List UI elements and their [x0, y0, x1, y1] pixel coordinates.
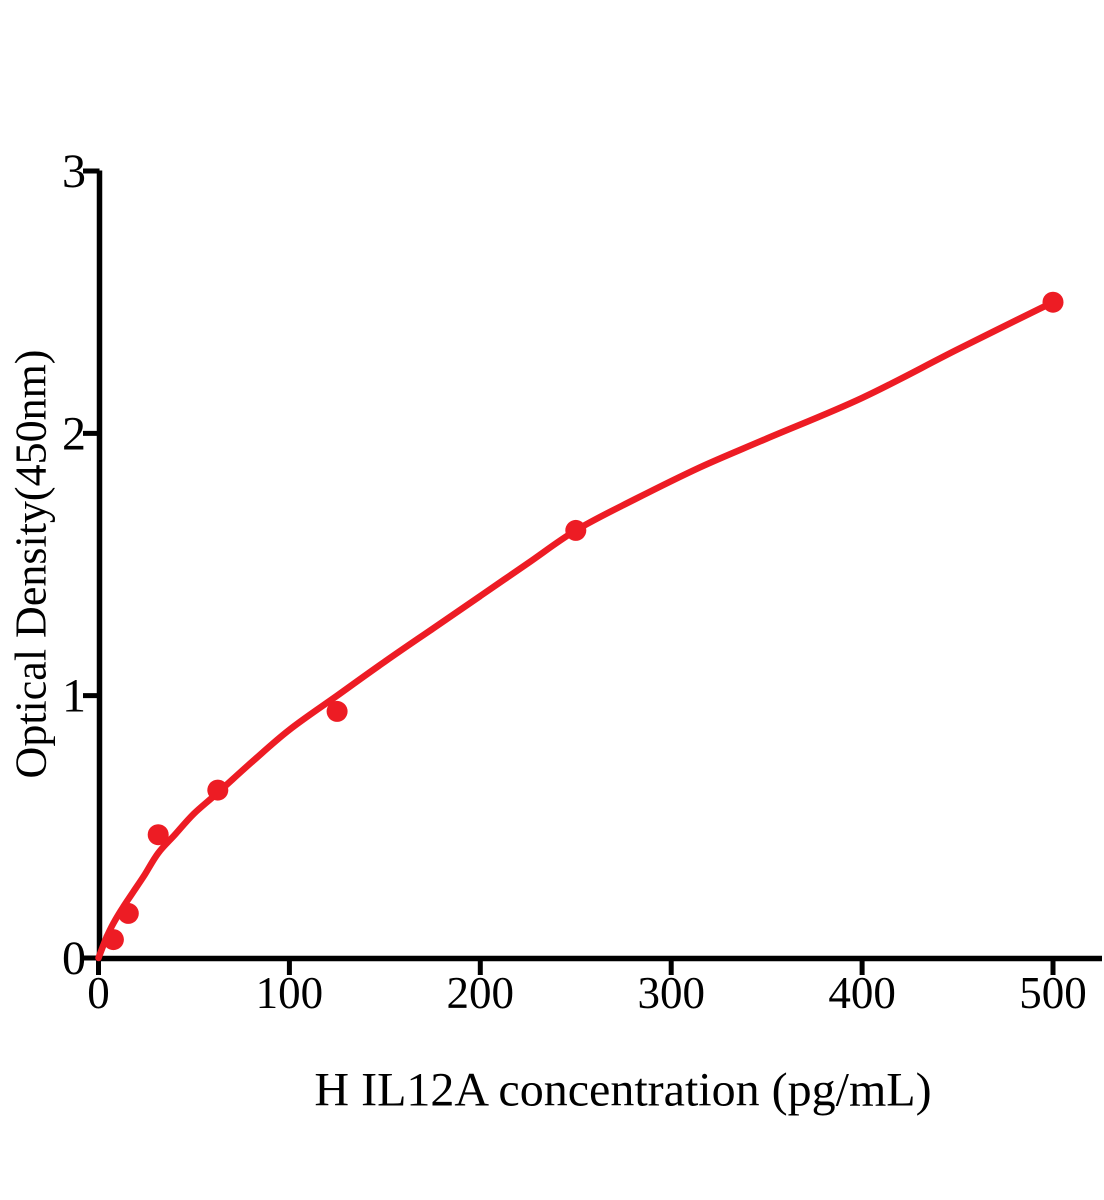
x-tick-label: 300 [637, 968, 705, 1018]
data-point [1042, 291, 1064, 313]
x-tick-label: 500 [1019, 968, 1087, 1018]
y-tick-label: 0 [62, 932, 86, 985]
data-point [565, 519, 587, 541]
data-point [102, 929, 124, 951]
y-tick-label: 3 [62, 145, 86, 198]
x-tick-label: 0 [87, 968, 110, 1018]
x-tick-label: 200 [447, 968, 515, 1018]
data-point [117, 902, 139, 924]
x-axis-title: H IL12A concentration (pg/mL) [314, 1063, 932, 1117]
fit-curve [95, 298, 1057, 962]
y-axis-title: Optical Density(450nm) [6, 349, 56, 779]
x-tick-label: 100 [256, 968, 324, 1018]
data-point [326, 700, 348, 722]
x-tick-label: 400 [828, 968, 896, 1018]
data-point [207, 779, 229, 801]
data-point [147, 824, 169, 846]
y-tick-label: 1 [62, 670, 86, 723]
y-tick-label: 2 [62, 407, 86, 460]
